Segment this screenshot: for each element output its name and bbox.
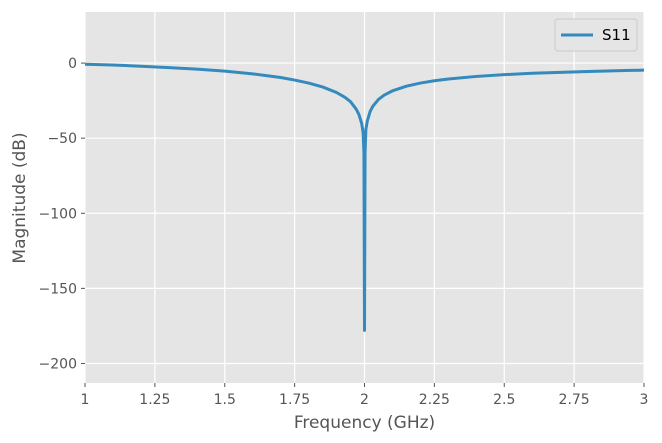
x-tick-label: 1.75 bbox=[279, 392, 310, 408]
y-axis-label: Magnitude (dB) bbox=[10, 132, 30, 263]
y-tick-label: −50 bbox=[47, 131, 77, 147]
x-tick-label: 2.75 bbox=[559, 392, 590, 408]
series-layer bbox=[84, 62, 645, 332]
x-tick-label: 1 bbox=[81, 392, 90, 408]
x-tick-label: 2.25 bbox=[419, 392, 450, 408]
x-axis-ticks: 1 1.25 1.5 1.75 2 2.25 2.5 2.75 3 bbox=[81, 383, 649, 408]
x-tick-label: 3 bbox=[640, 392, 649, 408]
legend-box bbox=[554, 18, 638, 52]
legend: S11 bbox=[554, 18, 638, 52]
series-line-s11 bbox=[84, 62, 645, 332]
x-tick-label: 2 bbox=[360, 392, 369, 408]
y-tick-label: −150 bbox=[39, 281, 77, 297]
legend-label: S11 bbox=[602, 26, 631, 44]
y-tick-label: −200 bbox=[39, 356, 77, 372]
y-tick-label: −100 bbox=[39, 206, 77, 222]
y-axis-ticks: 0 −50 −100 −150 −200 bbox=[39, 56, 85, 372]
x-axis-label: Frequency (GHz) bbox=[294, 413, 435, 433]
x-tick-label: 1.5 bbox=[214, 392, 236, 408]
y-tick-label: 0 bbox=[68, 56, 77, 72]
x-tick-label: 2.5 bbox=[493, 392, 515, 408]
x-tick-label: 1.25 bbox=[139, 392, 170, 408]
